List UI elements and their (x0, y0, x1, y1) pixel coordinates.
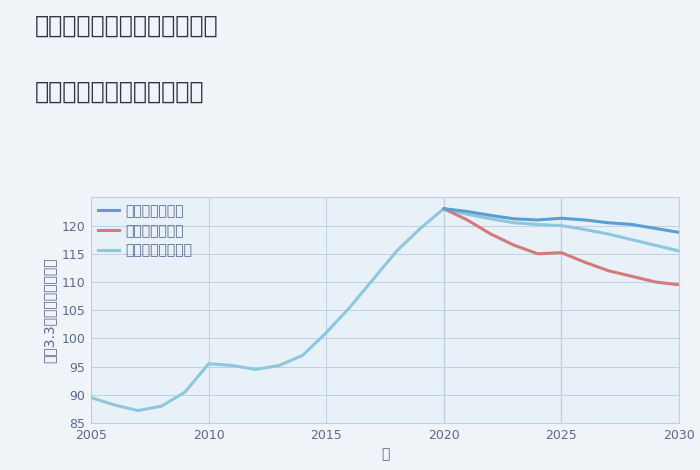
Text: 兵庫県姫路市大津区天神町の: 兵庫県姫路市大津区天神町の (35, 14, 218, 38)
Y-axis label: 平（3.3㎡）単価（万円）: 平（3.3㎡）単価（万円） (42, 258, 56, 363)
X-axis label: 年: 年 (381, 447, 389, 461)
Text: 中古マンションの価格推移: 中古マンションの価格推移 (35, 80, 204, 104)
Legend: グッドシナリオ, バッドシナリオ, ノーマルシナリオ: グッドシナリオ, バッドシナリオ, ノーマルシナリオ (98, 204, 192, 258)
